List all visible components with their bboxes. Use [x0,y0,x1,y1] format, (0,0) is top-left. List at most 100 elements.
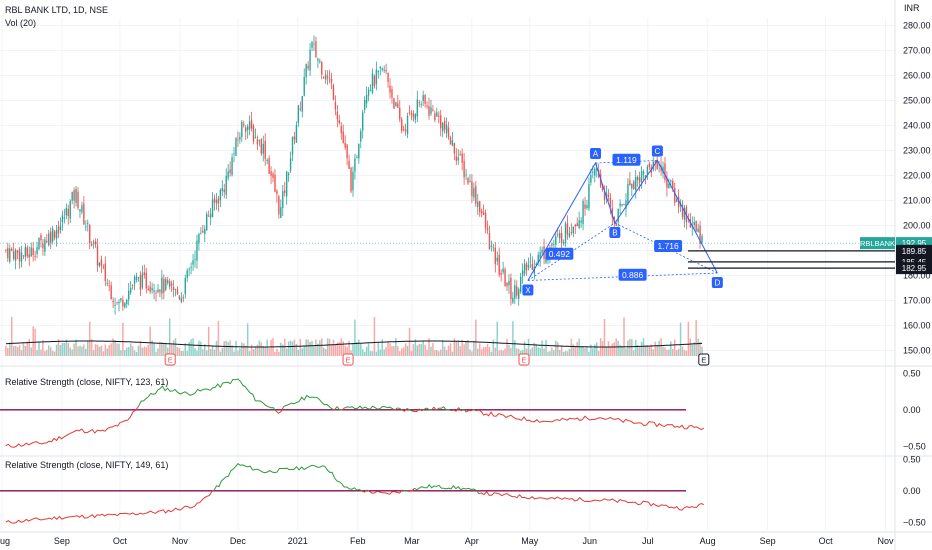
candle-body[interactable] [570,232,573,233]
candle-body[interactable] [192,260,194,265]
candle-body[interactable] [303,76,305,96]
candle-body[interactable] [465,174,467,176]
candle-body[interactable] [289,158,292,171]
candle-body[interactable] [560,233,563,244]
candle-body[interactable] [14,249,17,261]
candle-body[interactable] [313,43,315,45]
candle-body[interactable] [36,247,38,255]
candle-body[interactable] [572,226,575,234]
candle-body[interactable] [81,205,83,213]
rs-line[interactable] [411,408,420,412]
rs-line[interactable] [341,407,346,411]
rs-line[interactable] [336,406,343,411]
candle-body[interactable] [518,289,520,299]
candle-body[interactable] [588,184,590,209]
candle-body[interactable] [12,251,15,259]
candle-body[interactable] [492,247,495,249]
candle-body[interactable] [615,223,617,226]
candle-body[interactable] [681,204,684,218]
rs-line[interactable] [450,407,460,412]
candle-body[interactable] [51,228,54,242]
rs-line[interactable] [473,409,477,412]
relative-strength-149-pane[interactable]: 0.50 0.00 −0.50 [0,454,926,527]
rs-line[interactable] [213,463,363,492]
candle-body[interactable] [697,228,699,233]
ratio-badge[interactable] [612,153,641,166]
candle-body[interactable] [527,264,530,268]
candle-body[interactable] [441,123,444,132]
candle-body[interactable] [135,276,138,281]
candle-body[interactable] [102,266,105,268]
candle-body[interactable] [61,215,64,223]
candle-body[interactable] [510,277,512,299]
candle-body[interactable] [280,207,282,218]
candle-body[interactable] [106,283,108,284]
candle-body[interactable] [77,191,79,208]
candle-body[interactable] [338,120,341,124]
candle-body[interactable] [516,286,518,296]
candle-body[interactable] [272,173,274,178]
candle-body[interactable] [675,199,678,202]
earnings-badge[interactable] [164,353,176,366]
candle-body[interactable] [155,292,157,294]
candle-body[interactable] [586,205,588,209]
candle-body[interactable] [170,283,173,286]
candle-body[interactable] [122,299,124,307]
candle-body[interactable] [342,131,344,144]
rs-line[interactable] [275,406,285,414]
candle-body[interactable] [305,63,307,78]
candle-body[interactable] [94,241,97,245]
candle-body[interactable] [379,66,381,69]
candle-body[interactable] [211,199,214,217]
candle-body[interactable] [440,115,442,129]
candle-body[interactable] [161,277,163,294]
candle-body[interactable] [184,278,186,295]
candle-body[interactable] [5,250,7,251]
candle-body[interactable] [627,183,629,204]
candle-body[interactable] [182,297,185,299]
rs-line[interactable] [397,407,403,411]
candle-body[interactable] [63,217,66,219]
candle-body[interactable] [323,77,325,78]
rs-line[interactable] [5,489,215,524]
candle-body[interactable] [297,105,300,123]
candle-body[interactable] [500,273,502,275]
candle-body[interactable] [108,285,110,286]
candle-body[interactable] [514,285,516,299]
candle-body[interactable] [699,225,701,244]
candle-body[interactable] [147,288,149,291]
candle-body[interactable] [98,262,101,267]
candle-body[interactable] [18,249,21,262]
candle-body[interactable] [28,254,30,258]
candle-body[interactable] [118,301,120,304]
candle-body[interactable] [350,167,352,192]
candle-body[interactable] [89,225,91,243]
candle-body[interactable] [369,90,372,92]
candle-body[interactable] [562,242,565,244]
candle-body[interactable] [270,171,272,176]
candle-body[interactable] [582,200,584,225]
candle-body[interactable] [541,249,543,253]
earnings-badge[interactable] [518,353,530,366]
candle-body[interactable] [245,127,247,132]
candle-body[interactable] [636,176,639,180]
candle-body[interactable] [137,277,140,278]
candle-body[interactable] [646,166,649,176]
candle-body[interactable] [601,183,604,191]
candle-body[interactable] [453,143,456,154]
candle-body[interactable] [486,228,489,230]
candle-body[interactable] [348,160,350,169]
candle-body[interactable] [149,286,151,292]
candle-body[interactable] [455,156,458,161]
candle-body[interactable] [656,159,658,170]
candle-body[interactable] [176,289,179,294]
candle-body[interactable] [65,207,68,216]
rs-line[interactable] [436,407,440,411]
candlestick-series[interactable] [5,35,703,315]
rs-line[interactable] [438,406,452,412]
candle-body[interactable] [34,256,36,257]
candle-body[interactable] [358,143,360,159]
candle-body[interactable] [67,208,69,216]
candle-body[interactable] [576,223,578,227]
